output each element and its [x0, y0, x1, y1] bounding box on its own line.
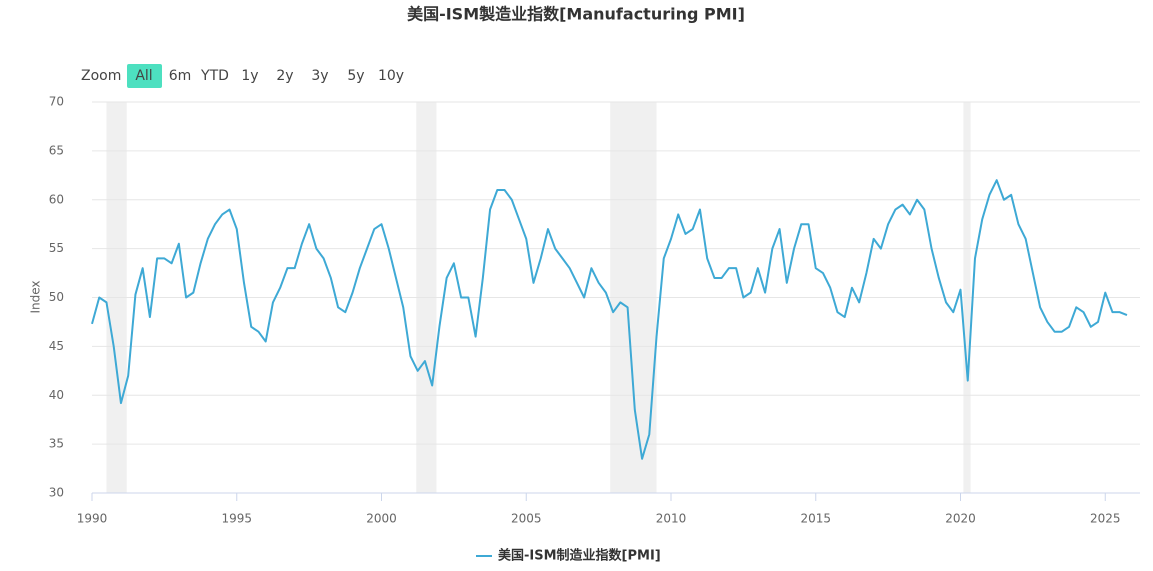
- y-tick-label: 40: [49, 388, 64, 402]
- zoom-button[interactable]: All: [135, 68, 152, 84]
- series-line: [91, 179, 1128, 460]
- y-tick-label: 35: [49, 437, 64, 451]
- y-tick-label: 55: [49, 241, 64, 255]
- zoom-button[interactable]: 6m: [169, 68, 192, 84]
- zoom-button-bg[interactable]: [127, 64, 162, 88]
- y-tick-label: 50: [49, 290, 64, 304]
- zoom-button[interactable]: 10y: [378, 68, 404, 84]
- y-tick-label: 60: [49, 192, 64, 206]
- x-tick-label: 2010: [656, 512, 687, 526]
- zoom-label: Zoom: [81, 68, 121, 84]
- x-tick-label: 2015: [800, 512, 831, 526]
- y-tick-label: 45: [49, 339, 64, 353]
- y-tick-label: 65: [49, 143, 64, 157]
- zoom-button[interactable]: YTD: [200, 68, 229, 84]
- y-tick-label: 70: [49, 95, 64, 109]
- x-tick-label: 2000: [366, 512, 397, 526]
- zoom-button[interactable]: 5y: [347, 68, 364, 84]
- chart-title: 美国-ISM製造业指数[Manufacturing PMI]: [407, 5, 745, 24]
- zoom-button[interactable]: 3y: [311, 68, 328, 84]
- x-tick-label: 1990: [77, 512, 108, 526]
- x-tick-label: 2020: [945, 512, 976, 526]
- x-tick-label: 2025: [1090, 512, 1121, 526]
- zoom-button[interactable]: 2y: [276, 68, 293, 84]
- y-tick-label: 30: [49, 486, 64, 500]
- zoom-button[interactable]: 1y: [241, 68, 258, 84]
- legend-label[interactable]: 美国-ISM制造业指数[PMI]: [498, 548, 661, 564]
- x-tick-label: 1995: [221, 512, 252, 526]
- y-axis-label: Index: [29, 280, 43, 313]
- x-tick-label: 2005: [511, 512, 542, 526]
